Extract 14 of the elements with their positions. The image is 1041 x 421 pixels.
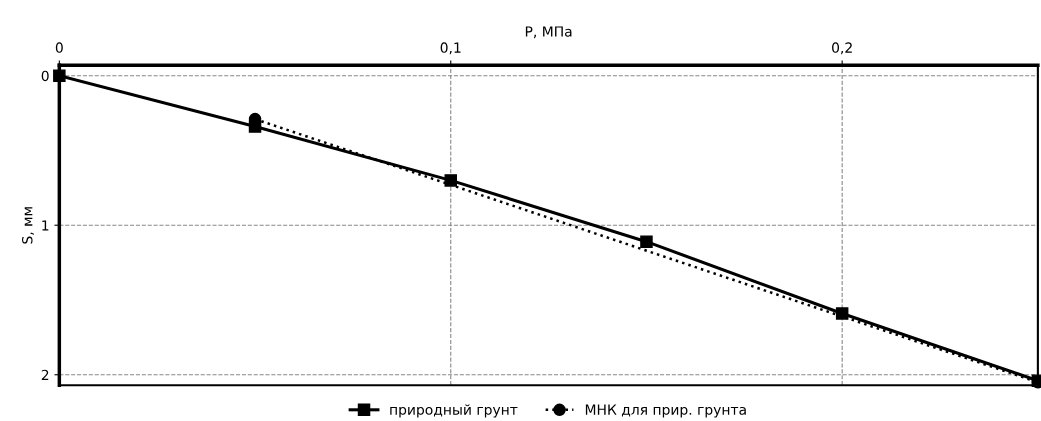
point — [835, 307, 849, 320]
y-tick-label: 2 — [41, 369, 49, 381]
y-tick-label: 0 — [41, 70, 49, 82]
legend-label: природный грунт — [390, 404, 518, 418]
y-tick-label: 1 — [42, 220, 49, 231]
point — [444, 174, 458, 187]
x-tick-label: 0 — [55, 42, 63, 53]
point — [640, 235, 653, 248]
legend-label: МНК для прир. грунта — [585, 404, 746, 418]
y-axis-title: S, мм — [22, 207, 34, 244]
point — [53, 69, 66, 82]
x-tick-label: 0,1 — [440, 42, 461, 55]
x-tick-label: 0,2 — [832, 42, 852, 55]
x-axis-title: P, МПа — [525, 26, 572, 39]
